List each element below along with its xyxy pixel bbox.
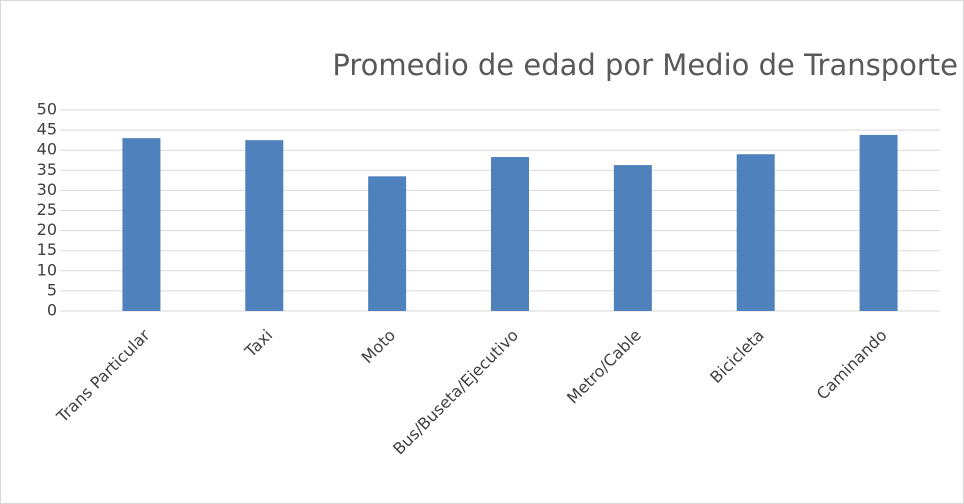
- y-tick-label: 35: [37, 160, 57, 179]
- y-tick-label: 45: [37, 120, 57, 139]
- y-tick-label: 10: [37, 260, 57, 279]
- y-tick-label: 40: [37, 140, 57, 159]
- bar: [859, 134, 898, 311]
- bar: [491, 157, 529, 311]
- y-tick-label: 15: [37, 240, 57, 259]
- y-tick-label: 50: [37, 100, 57, 119]
- y-tick-label: 0: [47, 301, 57, 320]
- y-tick-label: 30: [37, 180, 57, 199]
- bar: [368, 176, 407, 311]
- y-tick-label: 20: [37, 220, 57, 239]
- bar: [122, 138, 161, 311]
- y-tick-label: 25: [37, 200, 57, 219]
- bar: [613, 165, 652, 311]
- bar: [245, 140, 284, 311]
- bar: [736, 154, 775, 311]
- chart-title: Promedio de edad por Medio de Transporte: [332, 48, 958, 82]
- y-tick-label: 5: [47, 280, 57, 299]
